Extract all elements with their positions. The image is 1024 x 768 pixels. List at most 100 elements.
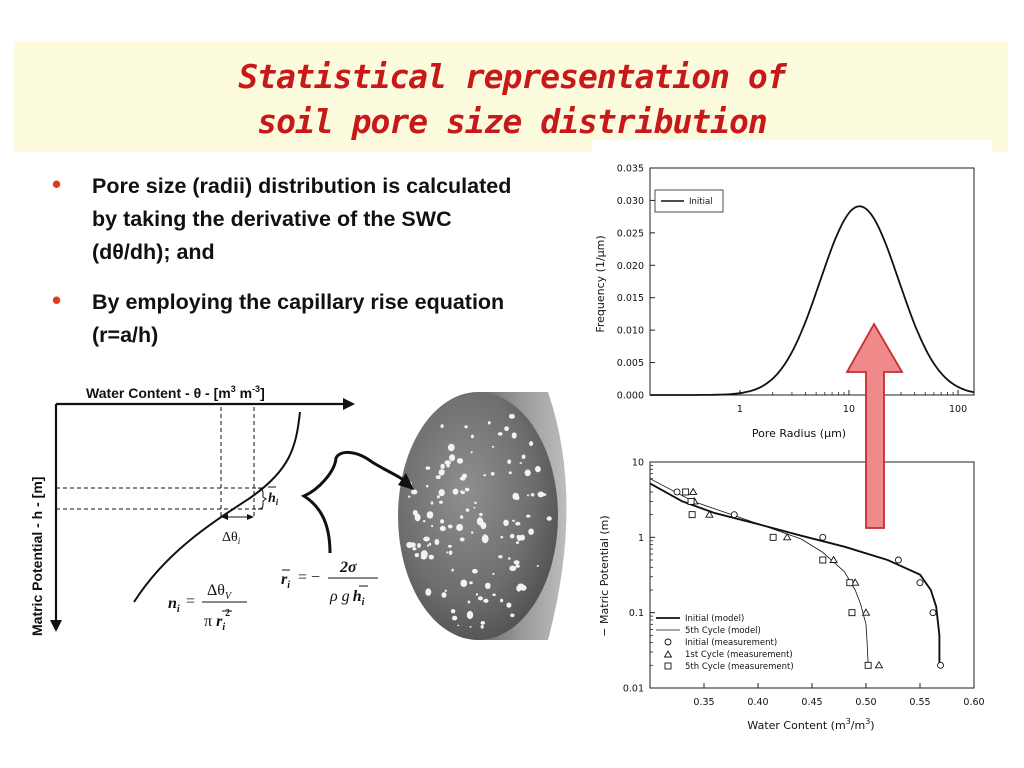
pore-dot — [509, 533, 515, 539]
pore-dot — [446, 551, 449, 554]
retention-series — [649, 478, 944, 669]
pore-dot — [471, 531, 474, 534]
pore-dot — [460, 579, 468, 587]
pore-dot — [428, 542, 432, 546]
sketch-to-sample-arrowhead-icon — [398, 473, 414, 490]
point-5th-cycle-measurement — [769, 533, 777, 541]
point-1st-cycle-measurement — [688, 487, 698, 495]
bullet-item: • Pore size (radii) distribution is calc… — [52, 169, 522, 269]
pore-dot — [472, 568, 478, 574]
eq-r-equals: = − — [298, 569, 320, 586]
pore-dot — [460, 490, 463, 493]
pore-dot — [510, 613, 515, 618]
point-5th-cycle-measurement — [848, 609, 856, 617]
pore-plot-frame — [649, 167, 975, 396]
pore-dot — [450, 609, 456, 614]
pore-dot — [470, 451, 473, 454]
y-tick-label: 0.025 — [617, 228, 644, 239]
y-tick-label: 0.030 — [617, 196, 644, 207]
pore-dot — [475, 593, 479, 596]
pore-dot — [444, 589, 447, 592]
pore-dot — [512, 492, 519, 500]
slide-title-line-1: Statistical representation of — [238, 57, 786, 96]
legend-5th-measurement: 5th Cycle (measurement) — [685, 662, 794, 672]
point-5th-cycle-measurement — [846, 579, 854, 587]
pore-dot — [440, 463, 445, 470]
pore-dot — [530, 493, 535, 497]
pore-dot — [507, 459, 512, 465]
y-tick-label: 0.01 — [623, 684, 644, 695]
eq-r-denominator: ρ g hi — [329, 588, 365, 608]
pore-y-axis-label: Frequency (1/μm) — [594, 235, 607, 332]
pore-dot — [504, 426, 509, 432]
sketch-h-label: hi — [268, 491, 279, 507]
bullet-dot-icon: • — [52, 285, 62, 315]
point-1st-cycle-measurement — [861, 608, 871, 616]
point-5th-cycle-measurement — [864, 661, 872, 669]
pore-dot — [423, 536, 430, 542]
pore-dot — [500, 536, 504, 539]
eq-n-lhs: ni — [168, 595, 180, 615]
pore-dot — [439, 500, 443, 504]
pore-dot — [537, 491, 545, 498]
x-tick-label: 0.45 — [801, 697, 822, 708]
legend-square-icon — [664, 662, 672, 670]
point-5th-cycle-measurement — [688, 511, 696, 519]
x-tick-label: 1 — [737, 404, 743, 415]
pore-dot — [479, 512, 483, 517]
eq-n-equals: = — [186, 593, 195, 610]
pore-dot — [546, 516, 552, 521]
pore-dot — [473, 506, 476, 509]
pore-dot — [448, 524, 453, 529]
sketch-y-arrow-icon — [50, 620, 62, 632]
pore-dot — [459, 476, 466, 481]
point-initial-measurement — [929, 609, 937, 617]
point-5th-cycle-measurement — [687, 497, 695, 505]
point-1st-cycle-measurement — [782, 532, 792, 541]
pore-dot — [480, 522, 487, 530]
pore-dot — [506, 602, 512, 608]
sketch-y-label: Matric Potential - h - [m] — [29, 477, 45, 636]
pore-dot — [485, 582, 491, 589]
point-initial-measurement — [937, 661, 944, 669]
pore-dot — [435, 475, 439, 479]
sketch-to-sample-arrow — [300, 451, 412, 554]
pore-dot — [465, 508, 470, 512]
pore-dot — [512, 519, 515, 522]
pore-dot — [412, 547, 417, 551]
retention-axis-ticks: 0.35 0.40 0.45 0.50 0.55 0.60 0.01 0.1 1 10 — [623, 458, 985, 709]
pore-dot — [508, 413, 515, 419]
sketch-x-label: Water Content - θ - [m3 m-3] — [86, 384, 265, 401]
pore-dot — [469, 626, 472, 628]
y-tick-label: 10 — [632, 458, 644, 469]
pore-axis-ticks: 0.000 0.005 0.010 0.015 0.020 0.025 0.030 0.035… — [617, 164, 967, 416]
pore-dot — [515, 564, 520, 568]
pore-dot — [490, 472, 495, 476]
legend-5th-model: 5th Cycle (model) — [685, 626, 761, 636]
pore-series-initial-line — [650, 205, 975, 396]
pore-dot — [487, 421, 491, 425]
y-tick-label: 0.035 — [617, 164, 644, 175]
pore-dot — [519, 462, 522, 464]
pore-dot — [509, 565, 517, 572]
pore-dot — [420, 555, 427, 560]
pore-dot — [467, 600, 471, 604]
eq-r-lhs: ri — [281, 571, 290, 591]
pore-legend — [654, 189, 724, 213]
pore-dot — [417, 543, 421, 548]
pore-dot — [483, 598, 489, 603]
point-5th-cycle-measurement — [682, 488, 690, 496]
point-5th-cycle-measurement — [819, 556, 827, 564]
point-initial-measurement — [894, 556, 902, 564]
point-1st-cycle-measurement — [705, 510, 714, 518]
pore-dot — [508, 557, 511, 560]
bullet-text: Pore size (radii) distribution is calcul… — [92, 174, 512, 264]
point-1st-cycle-measurement — [850, 578, 860, 586]
x-tick-label: 0.35 — [693, 697, 714, 708]
pore-dot — [513, 560, 520, 565]
pink-up-arrow-icon — [845, 322, 904, 529]
pore-dot — [464, 425, 468, 429]
y-tick-label: 1 — [638, 533, 644, 544]
pore-dot — [457, 624, 460, 627]
